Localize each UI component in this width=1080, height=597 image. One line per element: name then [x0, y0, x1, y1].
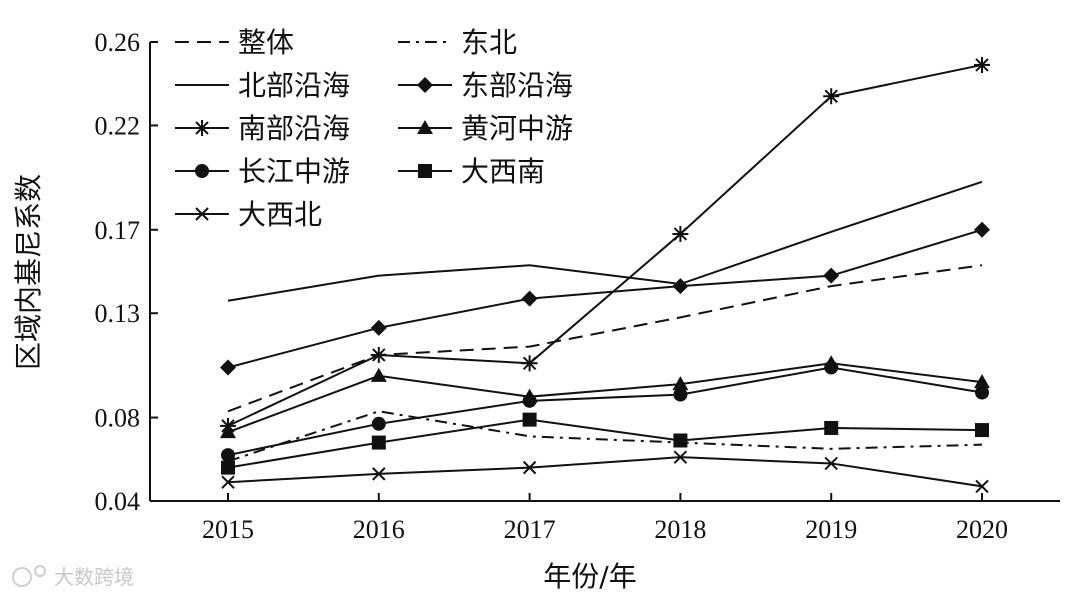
data-point [221, 448, 235, 463]
series-line [227, 63, 983, 427]
y-tick-label: 0.04 [95, 487, 141, 516]
data-point [974, 374, 990, 389]
legend-item: 大西北 [175, 198, 322, 231]
y-tick-label: 0.08 [95, 404, 141, 433]
data-point [370, 367, 387, 382]
watermark: 大数跨境 [12, 565, 134, 589]
data-point [975, 385, 989, 400]
series-4 [220, 221, 990, 376]
data-point [371, 435, 386, 450]
data-point [824, 360, 839, 375]
legend-marker [418, 164, 432, 178]
series-3 [227, 180, 983, 302]
series-layer [220, 56, 990, 494]
series-line [227, 180, 983, 302]
legend-item: 黄河中游 [398, 112, 573, 145]
series-line [227, 410, 983, 463]
data-point [522, 393, 537, 408]
data-point [372, 467, 386, 481]
series-line [227, 264, 983, 413]
legend-label: 大西北 [238, 198, 322, 231]
x-axis-title: 年份/年 [543, 560, 636, 593]
data-point [673, 450, 688, 464]
legend-item: 南部沿海 [175, 112, 350, 145]
data-point [824, 420, 839, 435]
legend-marker [194, 120, 210, 136]
y-tick-label: 0.13 [95, 299, 141, 328]
data-point [673, 387, 688, 402]
axes: 0.04 0.08 0.13 0.17 0.22 0.26 2015 2016 2017 2018… [95, 28, 1060, 544]
legend-marker [195, 164, 209, 178]
legend-label: 大西南 [461, 155, 545, 188]
x-tick-label: 2019 [805, 515, 857, 544]
series-line [227, 366, 983, 457]
legend-item: 东北 [398, 26, 517, 59]
series-line [227, 228, 983, 369]
data-point [824, 456, 838, 471]
data-point [370, 346, 387, 363]
series-8 [221, 412, 989, 475]
series-2 [227, 410, 983, 463]
data-point [221, 475, 235, 489]
legend-marker [417, 120, 433, 134]
data-point [672, 278, 689, 295]
legend-item: 北部沿海 [175, 69, 350, 102]
x-tick-label: 2016 [353, 515, 405, 544]
data-point [974, 56, 990, 73]
legend-label: 北部沿海 [238, 69, 350, 102]
legend-label: 整体 [238, 26, 294, 59]
data-point [221, 460, 235, 475]
series-line [227, 456, 983, 488]
data-point [371, 416, 386, 431]
data-point [823, 88, 840, 105]
data-point [823, 267, 840, 284]
series-5 [220, 56, 990, 434]
series-7 [221, 360, 989, 463]
data-point [975, 423, 989, 438]
data-point [974, 221, 990, 238]
legend-label: 南部沿海 [238, 112, 350, 145]
data-point [672, 225, 689, 242]
legend-label: 东部沿海 [461, 69, 573, 102]
legend-label: 黄河中游 [461, 112, 573, 145]
x-tick-label: 2015 [202, 515, 254, 544]
legend-marker [417, 77, 433, 93]
series-line [227, 362, 983, 434]
x-tick-label: 2017 [504, 515, 556, 544]
y-tick-label: 0.26 [95, 28, 141, 57]
data-point [521, 290, 538, 307]
legend-item: 大西南 [398, 155, 545, 188]
legend-item: 东部沿海 [398, 69, 573, 102]
data-point [220, 359, 236, 376]
data-point [370, 319, 387, 336]
series-line [227, 418, 983, 469]
legend-label: 长江中游 [238, 155, 350, 188]
series-9 [221, 450, 989, 494]
legend-item: 整体 [175, 26, 294, 59]
watermark-logo-icon [12, 567, 32, 587]
data-point [672, 376, 689, 391]
legend-label: 东北 [461, 26, 517, 59]
data-point [522, 460, 537, 475]
series-1 [227, 264, 983, 413]
watermark-logo-dot [34, 565, 46, 577]
data-point [975, 479, 989, 494]
data-point [521, 355, 538, 372]
y-tick-label: 0.22 [95, 111, 141, 140]
data-point [220, 424, 236, 439]
y-tick-label: 0.17 [95, 216, 141, 245]
x-tick-label: 2018 [654, 515, 706, 544]
y-axis-title: 区域内基尼系数 [12, 174, 45, 370]
data-point [522, 412, 537, 427]
x-tick-label: 2020 [956, 515, 1008, 544]
legend-marker [195, 207, 209, 221]
legend-item: 长江中游 [175, 155, 350, 188]
watermark-text: 大数跨境 [54, 565, 134, 589]
data-point [673, 433, 688, 448]
